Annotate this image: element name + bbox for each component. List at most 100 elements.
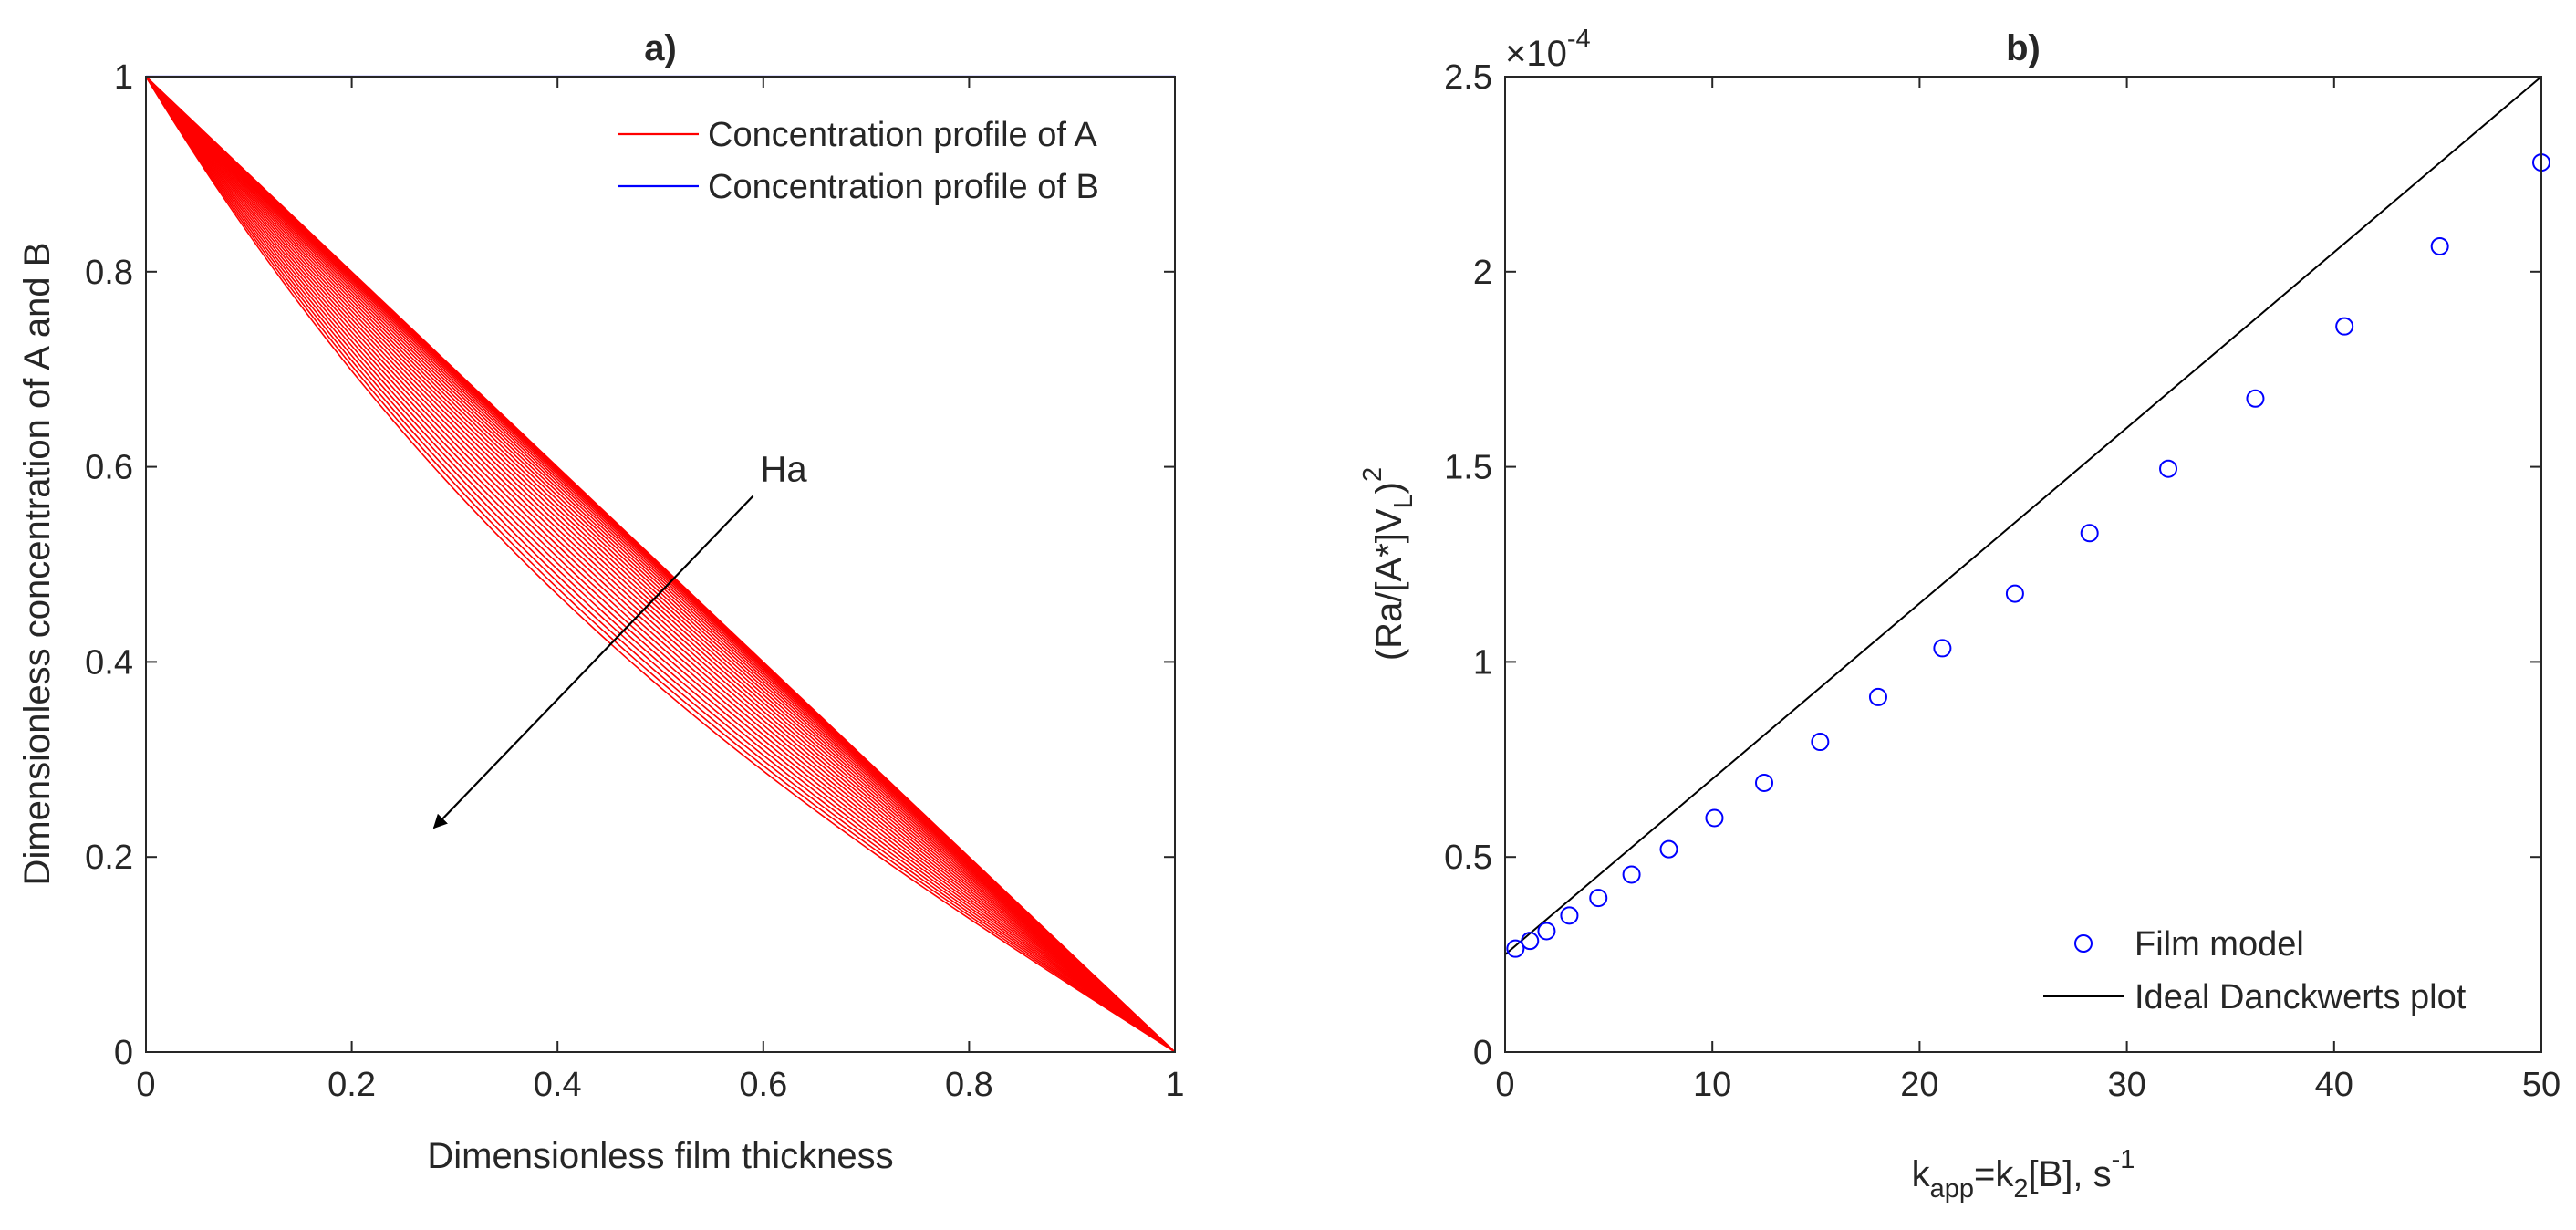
legend-b-label-film: Film model — [2135, 925, 2304, 964]
panel-a-legend: Concentration profile of A Concentration… — [618, 116, 1099, 206]
panel-b-y-axis-label: (Ra/[A*]VL)2 — [1358, 467, 1418, 661]
profile-a-curve — [145, 76, 1176, 1053]
profile-a-curve — [145, 76, 1176, 1053]
film-model-point — [2080, 524, 2099, 543]
profile-a-curve — [145, 76, 1176, 1053]
panel-a-ytick-label: 0.8 — [85, 254, 133, 292]
ideal-danckwerts-line — [1504, 76, 2542, 955]
film-model-point — [1811, 733, 1830, 752]
panel-b-ytick-label: 2.5 — [1444, 58, 1492, 97]
profile-a-curve — [145, 76, 1176, 1053]
legend-b-marker-film — [2074, 934, 2093, 953]
profile-a-curve — [145, 76, 1176, 1053]
profile-a-curve — [145, 76, 1176, 1053]
panel-b-xtick-label: 50 — [2522, 1066, 2560, 1104]
film-model-point — [2430, 237, 2449, 256]
film-model-point — [1868, 687, 1887, 706]
panel-a-ytick-label: 0.6 — [85, 449, 133, 487]
film-model-point — [1705, 808, 1724, 828]
panel-a-ytick-label: 0 — [114, 1034, 133, 1072]
panel-b-legend: Film model Ideal Danckwerts plot — [2043, 925, 2467, 1016]
panel-a-y-axis-label: Dimensionless concentration of A and B — [17, 243, 57, 886]
panel-b-xtick-label: 20 — [1900, 1066, 1938, 1104]
film-model-point — [1589, 889, 1608, 908]
panel-b-ytick-label: 1.5 — [1444, 449, 1492, 487]
panel-b-ytick-label: 2 — [1473, 254, 1492, 292]
panel-a: 0 0.2 0.4 0.6 0.8 1 0 0.2 0.4 0.6 0.8 1 a) Dimensio… — [17, 28, 1185, 1176]
profile-a-curve — [145, 76, 1176, 1053]
panel-b-marks — [1504, 76, 2550, 958]
legend-a-label-A: Concentration profile of A — [708, 116, 1097, 154]
panel-a-ticks: 0 0.2 0.4 0.6 0.8 1 0 0.2 0.4 0.6 0.8 1 — [85, 58, 1184, 1104]
panel-b-xtick-label: 0 — [1495, 1066, 1514, 1104]
exponent-base: ×10 — [1505, 34, 1567, 74]
profile-a-curve — [145, 76, 1176, 1053]
panel-b-ytick-label: 1 — [1473, 643, 1492, 682]
ha-arrow — [432, 495, 754, 829]
xlabel-sub-2: 2 — [2013, 1174, 2028, 1204]
ylabel-sub: L — [1389, 494, 1418, 508]
profile-a-curve — [145, 76, 1176, 1053]
panel-b-ytick-label: 0.5 — [1444, 839, 1492, 877]
film-model-point — [1755, 773, 1773, 792]
profile-a-curve — [145, 76, 1176, 1053]
film-model-point — [2005, 584, 2024, 603]
film-model-point — [2246, 389, 2265, 408]
xlabel-sup: -1 — [2112, 1145, 2135, 1174]
film-model-point — [1506, 939, 1525, 958]
panel-b-ticks: 0 10 20 30 40 50 0 0.5 1 1.5 2 2.5 — [1444, 58, 2560, 1104]
panel-b-xtick-label: 30 — [2107, 1066, 2145, 1104]
profile-a-curve — [145, 76, 1176, 1053]
profile-a-curve — [145, 76, 1176, 1053]
exponent-power: -4 — [1567, 25, 1591, 54]
panel-a-xtick-label: 1 — [1165, 1066, 1184, 1104]
profile-a-curve — [145, 76, 1176, 1053]
panel-a-ytick-label: 0.4 — [85, 643, 133, 682]
film-model-point — [1933, 639, 1952, 658]
ha-annotation: Ha — [761, 450, 808, 490]
xlabel-sub-app: app — [1930, 1174, 1974, 1204]
film-model-point — [1537, 922, 1556, 941]
profile-a-curve — [145, 76, 1176, 1053]
panel-a-xtick-label: 0.6 — [739, 1066, 787, 1104]
panel-a-ytick-label: 0.2 — [85, 839, 133, 877]
film-model-point — [1659, 839, 1678, 859]
panel-b-y-exponent: ×10-4 — [1505, 25, 1591, 74]
xlabel-mid: =k — [1974, 1154, 2014, 1194]
xlabel-tail: [B], s — [2028, 1154, 2111, 1194]
panel-a-xtick-label: 0.8 — [945, 1066, 993, 1104]
panel-a-x-axis-label: Dimensionless film thickness — [427, 1136, 893, 1176]
profile-a-curve — [145, 76, 1176, 1053]
profile-a-curve — [145, 76, 1176, 1053]
panel-b-xtick-label: 10 — [1693, 1066, 1731, 1104]
panel-a-axes-box — [145, 76, 1176, 1053]
panel-a-ytick-label: 1 — [114, 58, 133, 97]
xlabel-k: k — [1912, 1154, 1931, 1194]
profile-a-curve — [145, 76, 1176, 1053]
profile-a-curve — [145, 76, 1176, 1053]
panel-b-x-axis-label: kapp=k2[B], s-1 — [1912, 1145, 2135, 1204]
panel-b-axes-box — [1504, 76, 2542, 1053]
profile-a-curve — [145, 76, 1176, 1053]
panel-a-xtick-label: 0.4 — [534, 1066, 582, 1104]
panel-b-title: b) — [2006, 28, 2041, 68]
legend-a-label-B: Concentration profile of B — [708, 168, 1099, 206]
panel-b-xtick-label: 40 — [2315, 1066, 2353, 1104]
panel-b-ytick-label: 0 — [1473, 1034, 1492, 1072]
profile-a-curve — [145, 76, 1176, 1053]
ylabel-sup: 2 — [1358, 467, 1387, 482]
ylabel-main: (Ra/[A*]V — [1369, 508, 1409, 661]
panel-a-xtick-label: 0.2 — [327, 1066, 376, 1104]
film-model-point — [2159, 459, 2178, 478]
panel-b-plot-area — [1505, 77, 2541, 1052]
film-model-point — [1521, 932, 1540, 951]
profile-a-curve — [145, 76, 1176, 1053]
profile-a-curve — [145, 76, 1176, 1053]
film-model-point — [1560, 906, 1579, 925]
film-model-point — [2335, 317, 2354, 336]
profile-a-curve — [145, 76, 1176, 1053]
panel-a-title: a) — [644, 28, 677, 68]
profile-a-curve — [145, 76, 1176, 1053]
